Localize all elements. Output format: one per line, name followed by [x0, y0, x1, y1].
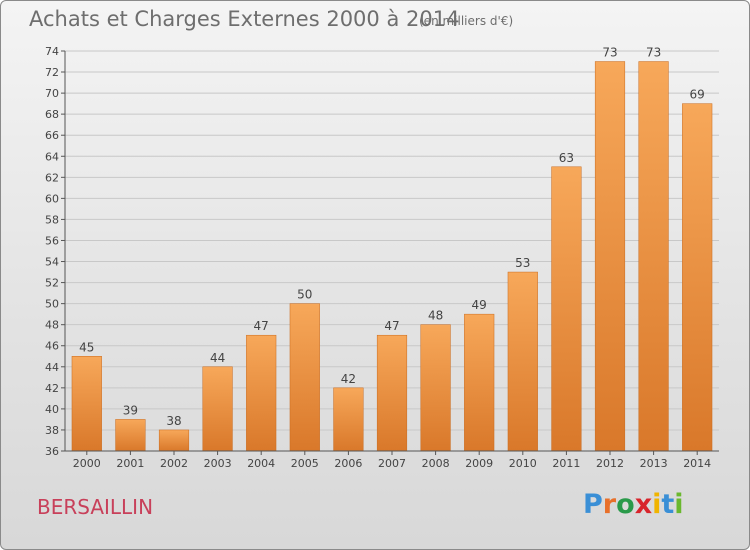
location-name: BERSAILLIN	[37, 495, 154, 519]
y-tick-label: 70	[45, 87, 59, 100]
bars: 45 39 38 44 47 50 42 47 48 49 53 63 73 73 69	[71, 46, 713, 452]
y-tick-label: 48	[45, 319, 59, 332]
y-tick-label: 66	[45, 129, 59, 142]
bar-value-label: 47	[254, 319, 269, 333]
x-tick-label: 2009	[465, 457, 493, 470]
y-tick-label: 36	[45, 445, 59, 458]
x-tick-label: 2000	[73, 457, 101, 470]
bar	[158, 429, 190, 452]
bar-value-label: 73	[646, 46, 661, 60]
bar	[594, 61, 626, 452]
x-tick-label: 2008	[422, 457, 450, 470]
bar	[115, 419, 146, 452]
bar-value-label: 47	[384, 319, 399, 333]
logo-letter: i	[674, 489, 684, 520]
y-tick-label: 58	[45, 213, 59, 226]
y-tick-label: 46	[45, 340, 59, 353]
logo-letter: P	[583, 489, 603, 520]
bar-value-label: 50	[297, 288, 312, 302]
bar-value-label: 69	[690, 88, 705, 102]
y-tick-label: 44	[45, 361, 59, 374]
bar-value-label: 49	[472, 298, 487, 312]
bar	[551, 166, 582, 452]
y-tick-label: 54	[45, 256, 59, 269]
x-tick-label: 2004	[247, 457, 275, 470]
y-tick-label: 68	[45, 108, 59, 121]
y-tick-label: 42	[45, 382, 59, 395]
bar-value-label: 38	[166, 414, 181, 428]
chart-unit: (en milliers d'€)	[419, 14, 514, 28]
y-tick-label: 64	[45, 150, 59, 163]
y-tick-label: 50	[45, 298, 59, 311]
bar	[464, 313, 495, 452]
y-tick-label: 62	[45, 171, 59, 184]
x-tick-label: 2014	[683, 457, 711, 470]
y-tick-label: 52	[45, 277, 59, 290]
bar-value-label: 45	[79, 340, 94, 354]
axes: 36 38 40 42 44 46 48 50 52 54 56 58 60 62 64 66 68 70 72 74…	[45, 45, 719, 470]
bar	[71, 356, 102, 452]
proxiti-logo: Proxiti	[583, 489, 684, 520]
x-tick-label: 2003	[204, 457, 232, 470]
bar	[289, 303, 320, 452]
y-tick-label: 72	[45, 66, 59, 79]
bar	[202, 366, 233, 452]
x-tick-label: 2005	[291, 457, 319, 470]
logo-letter: i	[652, 489, 662, 520]
x-tick-label: 2010	[509, 457, 537, 470]
x-tick-label: 2006	[334, 457, 362, 470]
bar-value-label: 42	[341, 372, 356, 386]
x-tick-label: 2002	[160, 457, 188, 470]
y-tick-label: 40	[45, 403, 59, 416]
y-tick-label: 74	[45, 45, 59, 58]
bar-value-label: 73	[602, 46, 617, 60]
x-tick-label: 2007	[378, 457, 406, 470]
bar-value-label: 39	[123, 403, 138, 417]
logo-letter: t	[661, 489, 675, 520]
x-tick-label: 2013	[640, 457, 668, 470]
bar-value-label: 44	[210, 351, 225, 365]
bar-value-label: 53	[515, 256, 530, 270]
y-tick-label: 56	[45, 234, 59, 247]
bar	[333, 387, 364, 452]
x-tick-label: 2001	[116, 457, 144, 470]
y-tick-label: 38	[45, 424, 59, 437]
bar	[376, 334, 408, 452]
bar	[638, 61, 669, 452]
chart-title: Achats et Charges Externes 2000 à 2014	[29, 7, 460, 31]
logo-letter: x	[634, 489, 653, 520]
bar	[420, 324, 451, 452]
bar	[507, 271, 538, 452]
bar-value-label: 63	[559, 151, 574, 165]
y-tick-label: 60	[45, 192, 59, 205]
bar	[682, 103, 713, 452]
x-tick-label: 2012	[596, 457, 624, 470]
logo-letter: o	[616, 489, 635, 520]
bar	[246, 334, 277, 452]
x-tick-label: 2011	[552, 457, 580, 470]
logo-letter: r	[602, 489, 617, 520]
bar-value-label: 48	[428, 309, 443, 323]
